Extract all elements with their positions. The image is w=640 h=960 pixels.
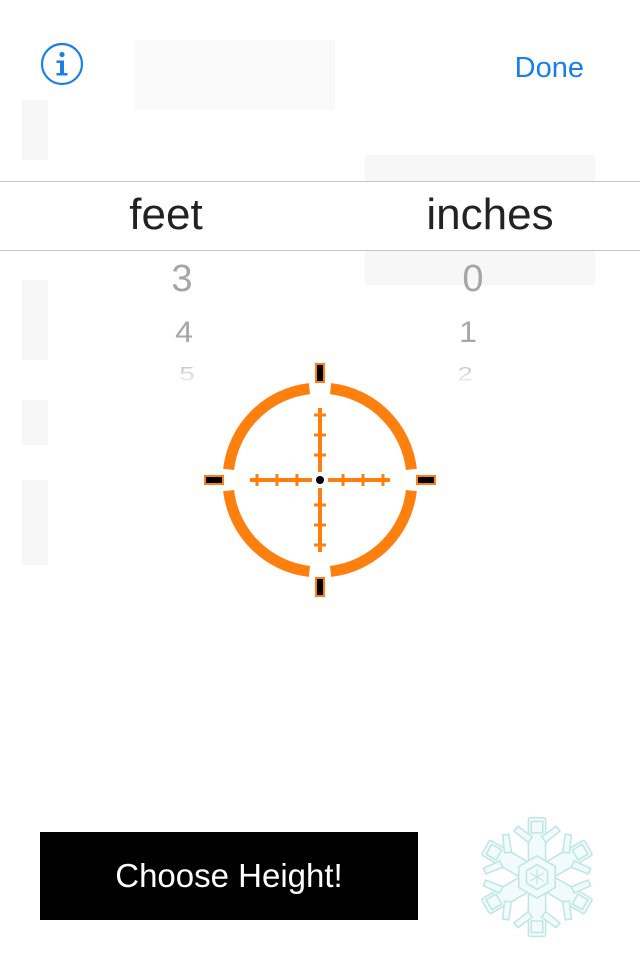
- info-button[interactable]: [40, 42, 84, 86]
- done-button[interactable]: Done: [514, 52, 584, 84]
- background-shape: [22, 280, 48, 360]
- inches-option[interactable]: 1: [459, 315, 477, 349]
- background-shape: [22, 100, 48, 160]
- feet-column-label: feet: [129, 190, 203, 239]
- feet-option[interactable]: 4: [175, 315, 193, 349]
- inches-column-label: inches: [426, 190, 554, 239]
- choose-height-button[interactable]: Choose Height!: [40, 832, 418, 920]
- background-shape: [22, 480, 48, 565]
- feet-option[interactable]: 3: [171, 258, 193, 300]
- crosshair-icon: [204, 363, 436, 597]
- picker-selection-band: [0, 181, 640, 251]
- inches-option[interactable]: 0: [462, 258, 484, 300]
- info-icon: [40, 42, 84, 86]
- background-shape: [135, 40, 335, 110]
- background-shape: [22, 400, 48, 445]
- snowflake-icon: [473, 816, 601, 938]
